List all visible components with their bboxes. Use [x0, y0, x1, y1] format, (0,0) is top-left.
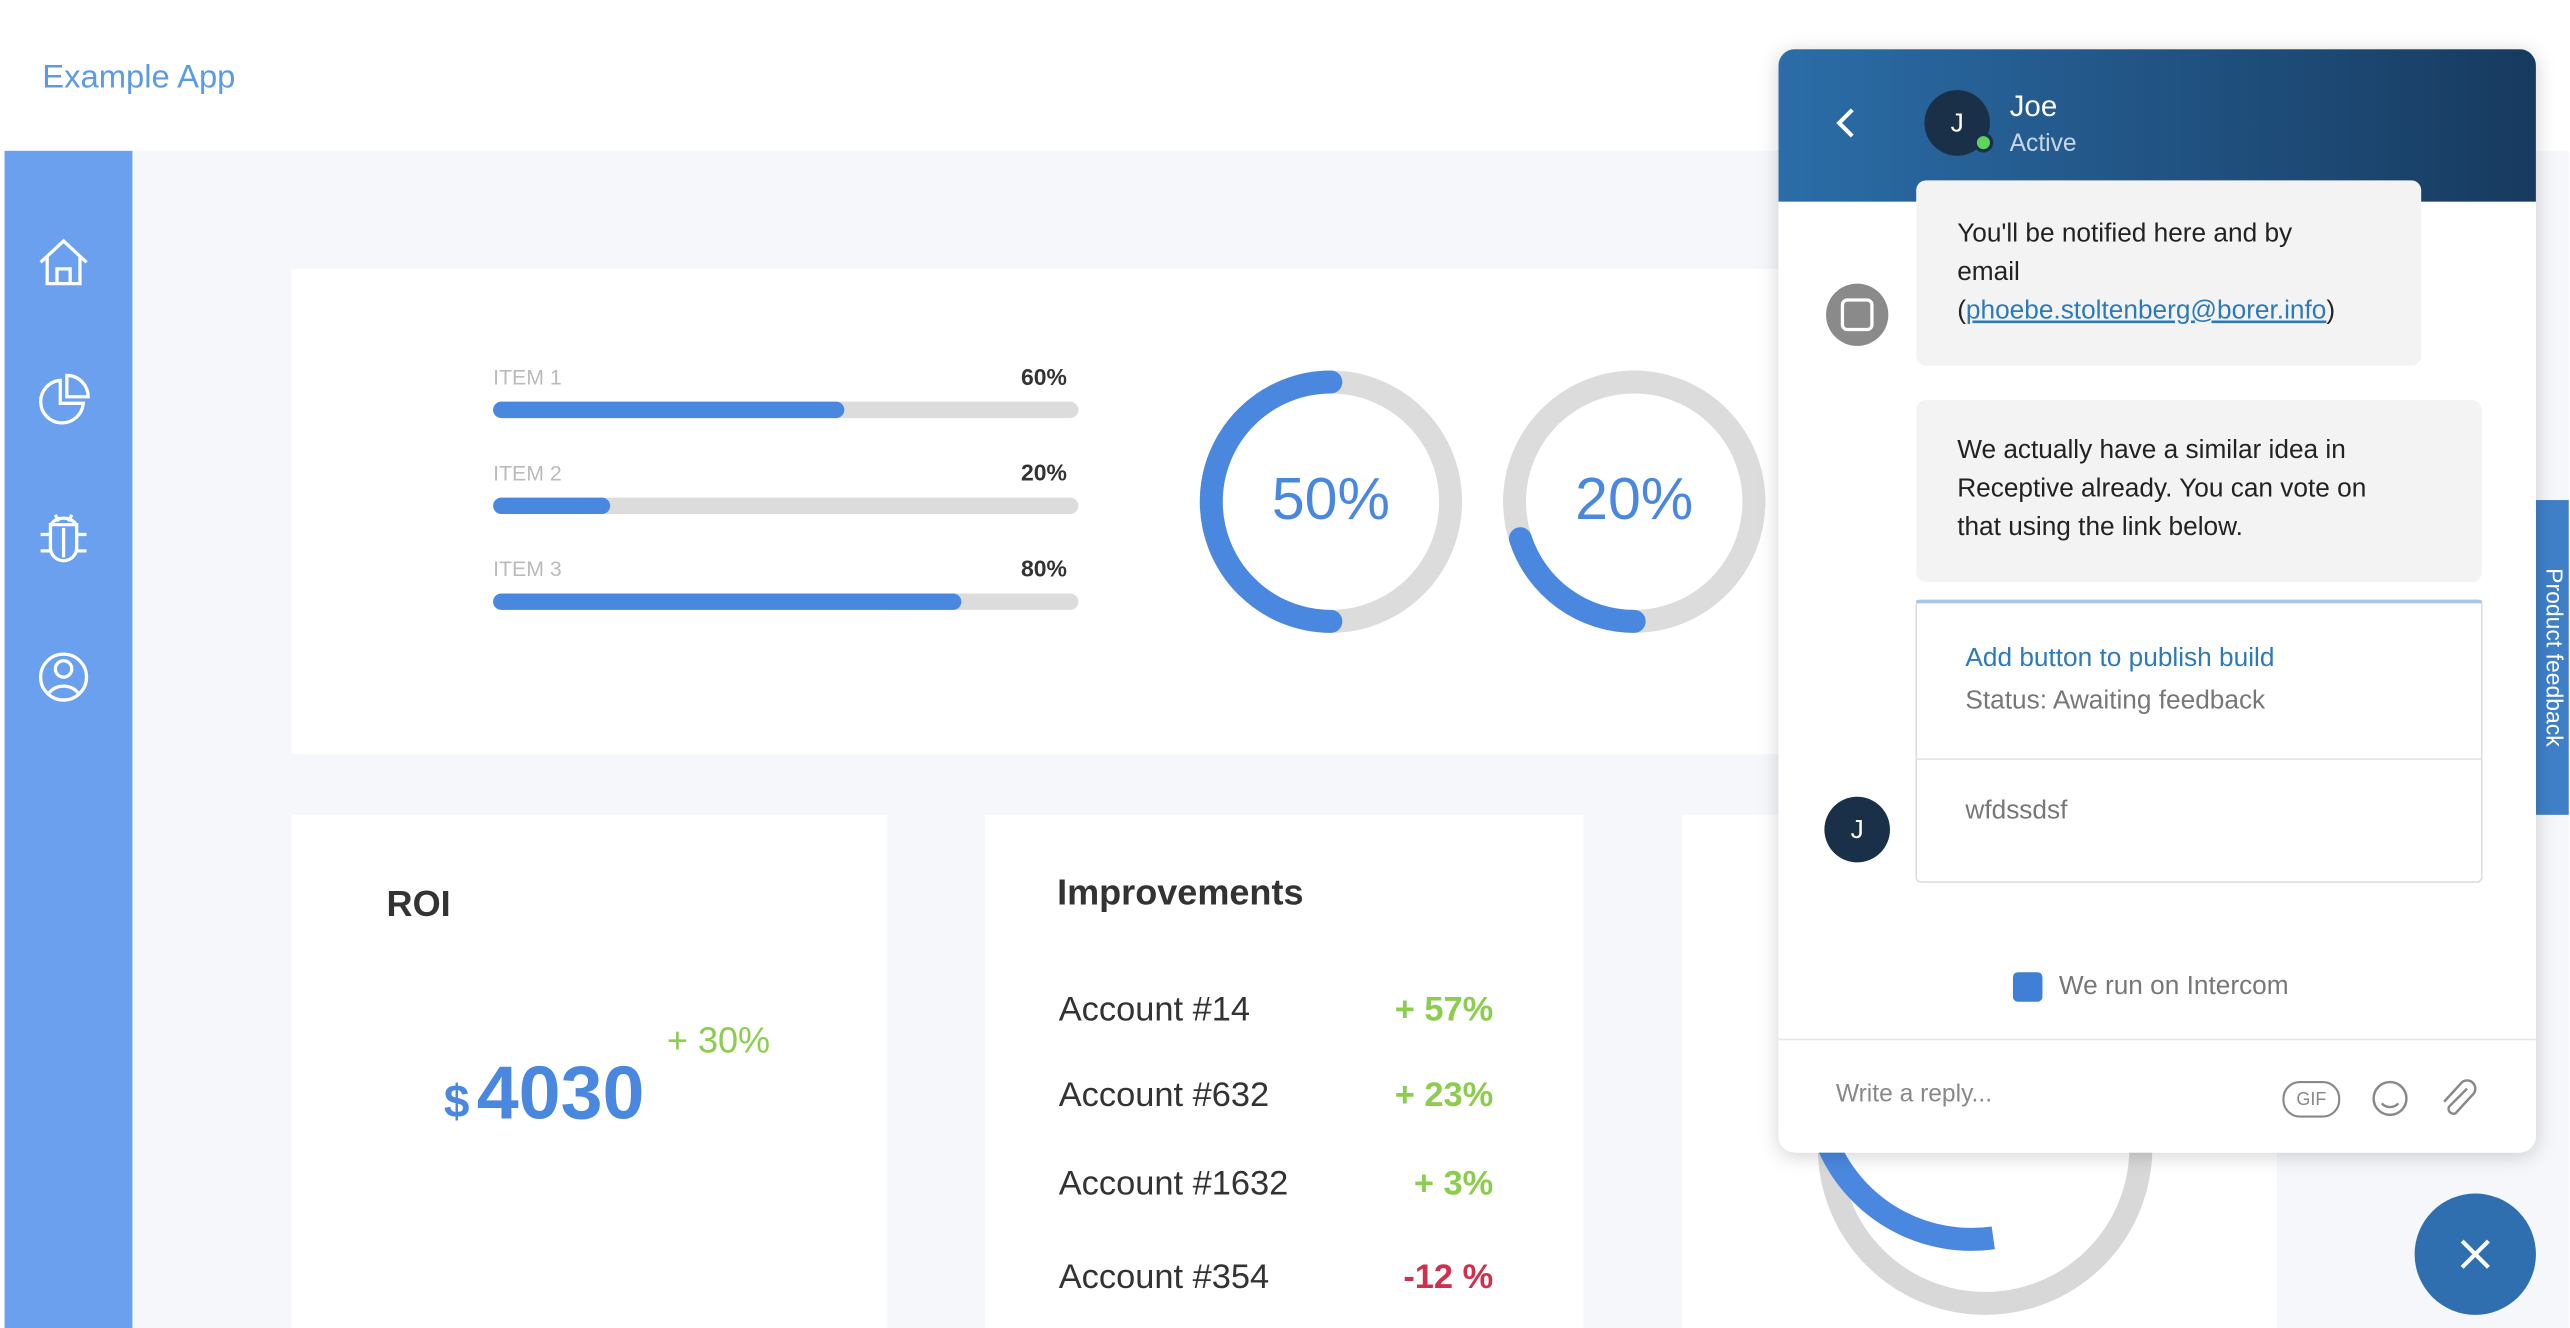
- user-icon[interactable]: [38, 652, 89, 702]
- account-change: + 23%: [1395, 1076, 1494, 1114]
- card-top-border: [1916, 600, 2482, 604]
- account-name: Account #632: [1059, 1076, 1269, 1114]
- message-text: You'll be notified here and by email (phoe…: [1957, 217, 2335, 324]
- improvements-list: Account #14 + 57% Account #632 + 23% Account…: [1059, 991, 1493, 1296]
- account-name: Account #354: [1059, 1258, 1269, 1296]
- donut-arc: [1818, 1142, 1995, 1251]
- attach-button[interactable]: [2443, 1079, 2477, 1115]
- bot-icon: [1840, 298, 1874, 332]
- progress-fill: [493, 401, 845, 419]
- message-line: (phoebe.stoltenberg@borer.info): [1957, 294, 2335, 324]
- item-label: ITEM 3: [493, 557, 562, 581]
- message-line: Receptive already. You can vote on: [1957, 472, 2366, 502]
- bug-icon[interactable]: [40, 514, 87, 563]
- chart-icon[interactable]: [39, 373, 90, 425]
- roi-title: ROI: [387, 883, 451, 924]
- card-reply[interactable]: wfdssdsf: [1964, 794, 2068, 824]
- progress-list: ITEM 1 60% ITEM 2 20% ITEM 3 80%: [493, 364, 1079, 610]
- account-name: Account #1632: [1059, 1164, 1289, 1202]
- message-bubble: [1916, 180, 2422, 366]
- roi-amount: 4030: [477, 1050, 645, 1134]
- item-value: 60%: [1021, 364, 1067, 390]
- link-open: (: [1957, 294, 1966, 324]
- card-title[interactable]: Add button to publish build: [1965, 642, 2274, 672]
- message-line: We actually have a similar idea in: [1957, 434, 2346, 464]
- donut-label: 50%: [1272, 466, 1390, 532]
- chat-content: J Joe Active You'll be notified here and…: [1778, 49, 2536, 1118]
- donut-group: 50% 20%: [1199, 370, 1766, 633]
- item-label: ITEM 1: [493, 365, 562, 389]
- intercom-footer[interactable]: We run on Intercom: [2059, 970, 2289, 1000]
- improvements-title: Improvements: [1057, 872, 1303, 913]
- message-line: email: [1957, 256, 2020, 286]
- email-link[interactable]: phoebe.stoltenberg@borer.info: [1966, 294, 2326, 324]
- sidebar-icons[interactable]: [38, 238, 90, 702]
- user-avatar-letter: J: [1851, 814, 1864, 844]
- donut-arc: [1199, 370, 1343, 633]
- roi-change: + 30%: [667, 1019, 770, 1060]
- close-icon[interactable]: [2460, 1239, 2490, 1269]
- reply-input[interactable]: Write a reply...: [1836, 1081, 1992, 1108]
- bot-avatar: [1826, 283, 1889, 346]
- message-line: You'll be notified here and by: [1957, 217, 2293, 247]
- gif-button[interactable]: [2282, 1081, 2341, 1118]
- progress-track: [493, 497, 1079, 514]
- side-tab[interactable]: [2535, 500, 2569, 815]
- roi-card: [291, 814, 887, 1328]
- emoji-button[interactable]: [2372, 1080, 2408, 1117]
- message-line: that using the link below.: [1957, 511, 2243, 541]
- account-change: + 57%: [1395, 991, 1494, 1029]
- shape: [2380, 1102, 2400, 1109]
- shape: [47, 684, 80, 695]
- back-button[interactable]: [1836, 108, 1854, 138]
- item-value: 20%: [1021, 460, 1067, 486]
- home-icon[interactable]: [39, 238, 88, 286]
- intercom-logo: [2012, 972, 2043, 1002]
- roi-currency: $: [444, 1075, 470, 1127]
- chat-header: [1778, 49, 2536, 202]
- header-avatar-letter: J: [1951, 108, 1964, 138]
- message-bubble: [1916, 400, 2482, 583]
- donut-label: 20%: [1575, 466, 1693, 532]
- account-name: Account #14: [1059, 991, 1250, 1029]
- item-value: 80%: [1021, 556, 1067, 582]
- active-dot: [1973, 132, 1994, 153]
- header-avatar: [1924, 90, 1990, 156]
- link-close: ): [2326, 294, 2335, 324]
- progress-fill: [493, 593, 962, 610]
- donut-arc: [1508, 527, 1646, 633]
- donut-track: [1817, 1147, 2153, 1315]
- agent-name: Joe: [2010, 90, 2058, 123]
- account-change: + 3%: [1414, 1164, 1493, 1202]
- shape: [53, 659, 74, 679]
- account-change: -12 %: [1403, 1258, 1493, 1296]
- progress-fill: [493, 497, 611, 514]
- gif-label[interactable]: GIF: [2296, 1089, 2326, 1109]
- improvements-card: [984, 814, 1584, 1328]
- message-text: We actually have a similar idea in Recept…: [1957, 434, 2366, 541]
- sidebar: [4, 150, 133, 1328]
- card-status: Status: Awaiting feedback: [1965, 685, 2266, 715]
- item-label: ITEM 2: [493, 461, 562, 485]
- agent-status: Active: [2010, 130, 2077, 157]
- side-tab-label[interactable]: Product feedback: [2541, 568, 2567, 747]
- user-avatar: [1824, 796, 1890, 863]
- app-title[interactable]: Example App: [42, 57, 235, 94]
